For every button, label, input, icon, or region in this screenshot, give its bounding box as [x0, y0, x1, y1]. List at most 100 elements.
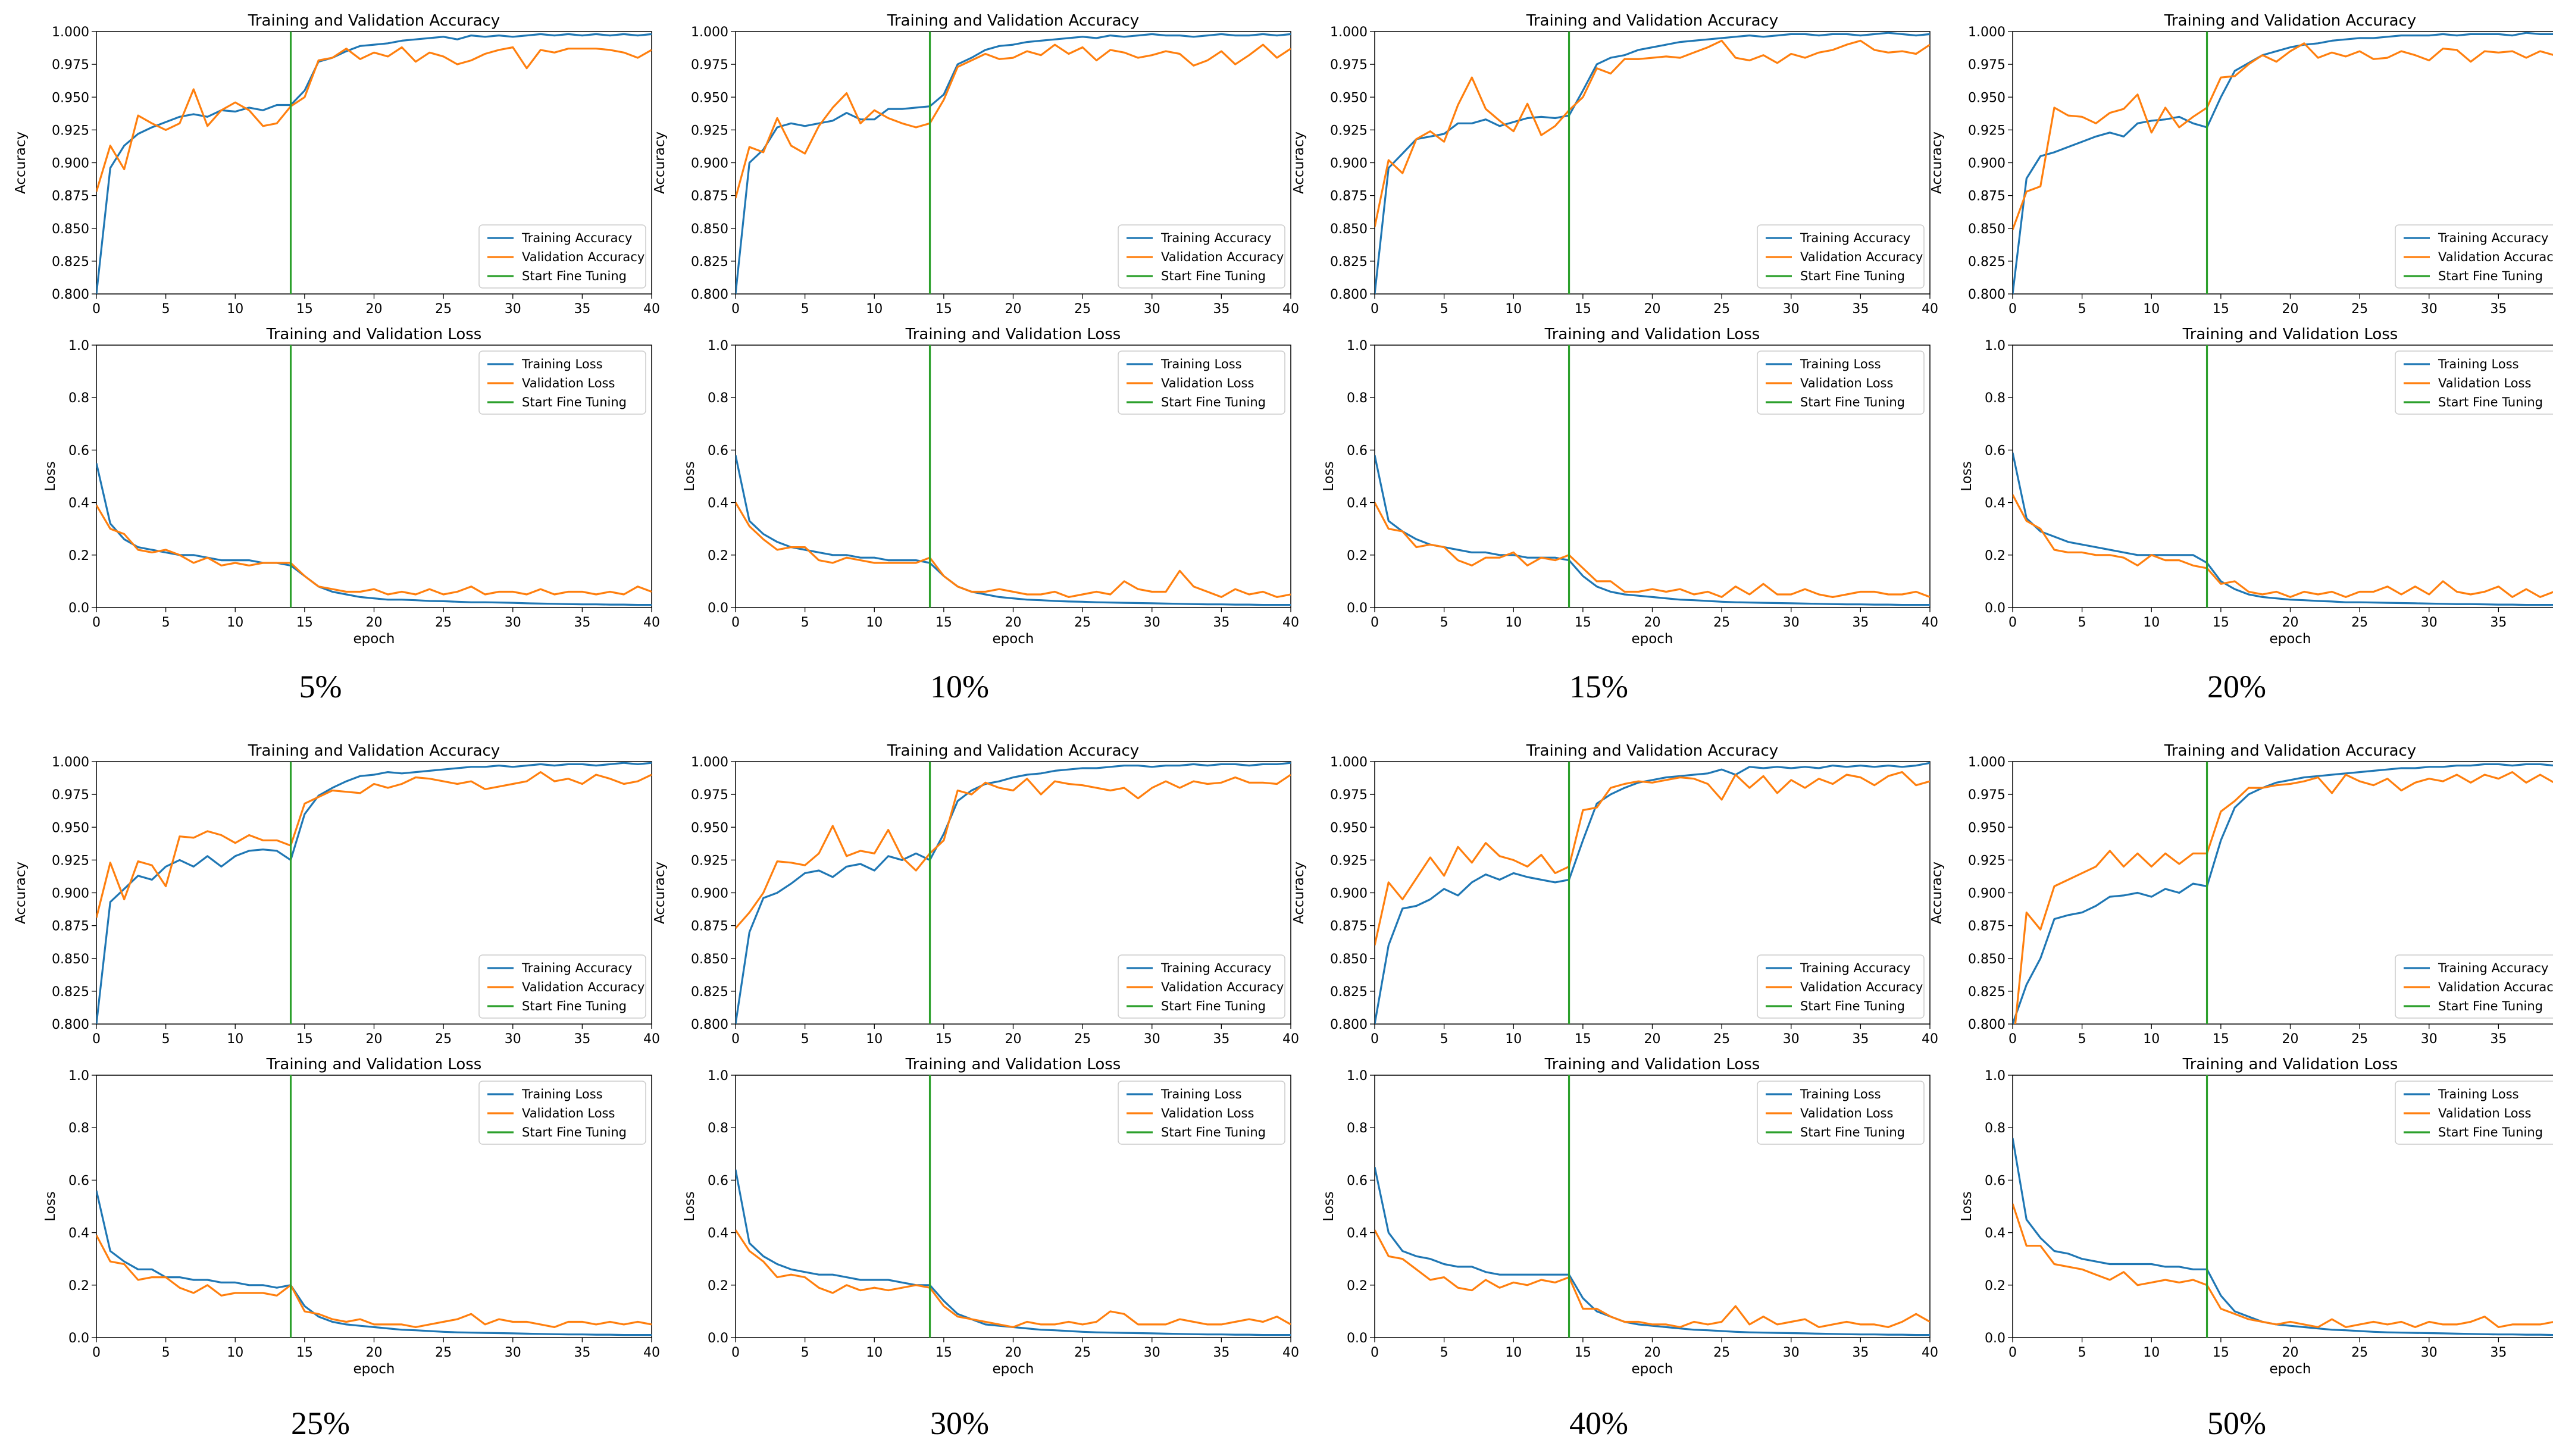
x-tick-label: 35: [574, 1345, 590, 1360]
y-tick-label: 0.875: [691, 189, 728, 204]
y-tick-label: 0.4: [68, 1226, 89, 1241]
chart-accuracy-25pct: Training and Validation Accuracy 0 5 10 15 20…: [13, 742, 660, 1047]
x-tick-label: 40: [1282, 1345, 1299, 1360]
x-tick-label: 10: [1505, 302, 1522, 317]
legend-entry: Start Fine Tuning: [522, 999, 627, 1013]
y-tick-label: 0.825: [1968, 255, 2006, 270]
x-tick-label: 20: [366, 1032, 383, 1047]
series-group: [1375, 32, 1930, 294]
x-tick-label: 0: [731, 615, 740, 630]
legend-box: [1118, 954, 1285, 1019]
chart-loss-25pct: Training and Validation Loss 0 5 10 15 20 25 30…: [43, 1056, 660, 1377]
x-tick-label: 35: [1852, 1345, 1869, 1360]
series-group: [96, 32, 652, 294]
legend-entry: Validation Loss: [1161, 376, 1254, 390]
training-loss-line: [736, 1169, 1291, 1336]
y-tick-label: 0.0: [68, 601, 89, 616]
x-tick-label: 10: [1505, 1032, 1522, 1047]
chart-title: Training and Validation Accuracy: [1526, 12, 1778, 30]
legend-box: [478, 224, 646, 289]
x-tick-label: 5: [2078, 1345, 2086, 1360]
y-tick-label: 0.950: [52, 90, 89, 105]
y-tick-label: 0.900: [52, 887, 89, 901]
legend-entry: Validation Loss: [522, 1106, 615, 1120]
x-tick-label: 15: [1575, 302, 1591, 317]
y-tick-label: 0.925: [52, 853, 89, 868]
x-tick-label: 15: [2213, 1032, 2229, 1047]
y-tick-label: 0.875: [1968, 189, 2006, 204]
x-axis-label: epoch: [1631, 1361, 1673, 1377]
x-axis-label: epoch: [1631, 631, 1673, 647]
chart-title: Training and Validation Loss: [1544, 325, 1760, 343]
validation-accuracy-line: [2013, 42, 2553, 230]
y-tick-label: 0.8: [1347, 391, 1368, 406]
legend-entry: Start Fine Tuning: [522, 395, 627, 409]
legend-entry: Validation Loss: [1800, 376, 1893, 390]
legend-entry: Start Fine Tuning: [2438, 1125, 2543, 1139]
chart-accuracy-30pct: Training and Validation Accuracy 0 5 10 15 20…: [652, 742, 1299, 1047]
x-tick-label: 35: [2490, 1032, 2507, 1047]
legend-entry: Validation Loss: [522, 376, 615, 390]
x-tick-label: 10: [1505, 1345, 1522, 1360]
legend-entry: Start Fine Tuning: [522, 1125, 627, 1139]
x-tick-label: 10: [866, 615, 883, 630]
legend-entry: Start Fine Tuning: [522, 269, 627, 283]
y-tick-label: 0.0: [68, 1331, 89, 1346]
chart-title: Training and Validation Accuracy: [2164, 12, 2416, 30]
x-tick-label: 25: [435, 302, 452, 317]
x-tick-label: 35: [1852, 615, 1869, 630]
legend: Training Loss Validation Loss Start Fine T…: [1757, 1081, 1925, 1145]
y-tick-label: 1.000: [52, 755, 89, 770]
x-tick-label: 15: [296, 302, 313, 317]
validation-loss-line: [2013, 1203, 2553, 1328]
chart-loss-20pct: Training and Validation Loss 0 5 10 15 20 25 30…: [1959, 325, 2553, 647]
x-tick-label: 30: [505, 1345, 521, 1360]
legend-entry: Training Loss: [1800, 357, 1881, 371]
y-tick-label: 0.4: [708, 1226, 728, 1241]
x-tick-label: 20: [2282, 302, 2299, 317]
chart-accuracy-40pct: Training and Validation Accuracy 0 5 10 15 20…: [1291, 742, 1938, 1047]
x-tick-label: 40: [1922, 615, 1938, 630]
y-tick-label: 1.000: [1330, 25, 1368, 40]
y-tick-label: 0.825: [1330, 985, 1368, 1000]
x-tick-label: 30: [1783, 1032, 1800, 1047]
chart-title: Training and Validation Loss: [266, 325, 482, 343]
y-tick-label: 0.950: [691, 90, 728, 105]
y-tick-label: 0.6: [1985, 1173, 2006, 1188]
y-tick-label: 1.000: [691, 755, 728, 770]
x-tick-label: 30: [505, 615, 521, 630]
x-tick-label: 0: [1371, 302, 1379, 317]
x-axis-label: epoch: [992, 1361, 1034, 1377]
y-tick-label: 0.800: [1968, 1017, 2006, 1032]
x-tick-label: 35: [1852, 1032, 1869, 1047]
legend-entry: Training Accuracy: [1800, 231, 1910, 245]
x-tick-label: 30: [2421, 302, 2438, 317]
chart-title: Training and Validation Accuracy: [887, 12, 1139, 30]
y-tick-label: 0.975: [52, 788, 89, 803]
x-tick-label: 40: [643, 302, 660, 317]
x-tick-label: 20: [2282, 1032, 2299, 1047]
x-tick-label: 15: [296, 1032, 313, 1047]
legend: Training Loss Validation Loss Start Fine T…: [1118, 1081, 1285, 1145]
x-tick-label: 0: [1371, 615, 1379, 630]
x-tick-label: 30: [1144, 1345, 1160, 1360]
x-tick-label: 25: [435, 1345, 452, 1360]
legend-entry: Training Loss: [521, 357, 603, 371]
x-tick-label: 20: [2282, 1345, 2299, 1360]
y-tick-label: 0.2: [708, 1279, 728, 1294]
legend-box: [478, 350, 646, 415]
y-tick-label: 0.2: [1985, 1279, 2006, 1294]
x-tick-label: 0: [92, 1345, 101, 1360]
x-tick-label: 30: [1144, 615, 1160, 630]
y-tick-label: 1.000: [691, 25, 728, 40]
y-tick-label: 0.900: [1968, 156, 2006, 171]
legend-entry: Validation Accuracy: [522, 980, 644, 994]
y-tick-label: 0.950: [1968, 821, 2006, 835]
y-tick-label: 1.0: [68, 339, 89, 353]
y-tick-label: 1.0: [1347, 339, 1368, 353]
x-tick-label: 0: [92, 1032, 101, 1047]
chart-accuracy-50pct: Training and Validation Accuracy 0 5 10 15 20…: [1929, 742, 2553, 1047]
training-loss-line: [1375, 455, 1930, 606]
y-tick-label: 0.2: [68, 1279, 89, 1294]
x-tick-label: 30: [1783, 1345, 1800, 1360]
